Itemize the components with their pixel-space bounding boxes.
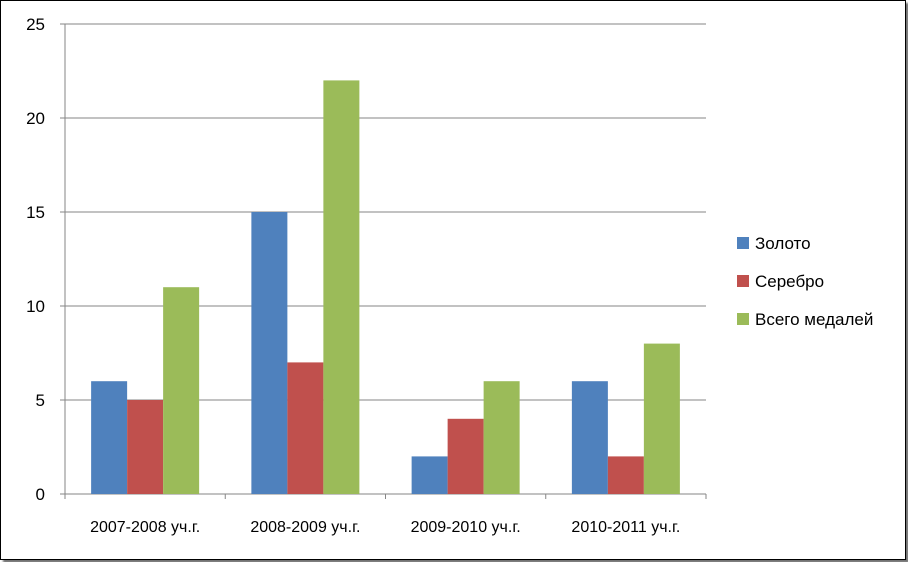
x-category-label: 2008-2009 уч.г. <box>250 519 360 536</box>
y-tick-label: 15 <box>26 203 45 222</box>
bar-total <box>483 381 520 494</box>
y-tick-label: 0 <box>36 485 45 504</box>
legend-label: Серебро <box>755 272 824 291</box>
y-tick-label: 10 <box>26 297 45 316</box>
legend-swatch <box>737 313 749 325</box>
bar-gold <box>411 456 448 494</box>
y-tick-label: 25 <box>26 15 45 34</box>
y-axis-ticks: 0 5 10 15 20 25 <box>26 15 45 504</box>
bar-silver <box>287 362 324 494</box>
legend-swatch <box>737 275 749 287</box>
legend-label: Золото <box>755 234 811 253</box>
x-axis-labels: 2007-2008 уч.г. 2008-2009 уч.г. 2009-2010 … <box>90 519 680 536</box>
bar-silver <box>127 400 164 494</box>
bar-silver <box>447 418 484 494</box>
legend-label: Всего медалей <box>755 310 873 329</box>
gridlines <box>65 23 706 401</box>
legend: Золото Серебро Всего медалей <box>737 234 873 329</box>
bar-gold <box>91 381 128 494</box>
bars <box>91 80 680 495</box>
bar-silver <box>607 456 644 494</box>
y-tick-label: 20 <box>26 109 45 128</box>
x-category-label: 2010-2011 уч.г. <box>571 519 680 536</box>
y-tick-label: 5 <box>36 391 45 410</box>
bar-total <box>643 343 680 494</box>
bar-gold <box>571 381 608 494</box>
legend-swatch <box>737 237 749 249</box>
x-category-label: 2007-2008 уч.г. <box>90 519 200 536</box>
x-category-label: 2009-2010 уч.г. <box>411 519 521 536</box>
bar-total <box>323 80 360 495</box>
bar-gold <box>251 212 288 494</box>
bar-total <box>163 287 200 494</box>
